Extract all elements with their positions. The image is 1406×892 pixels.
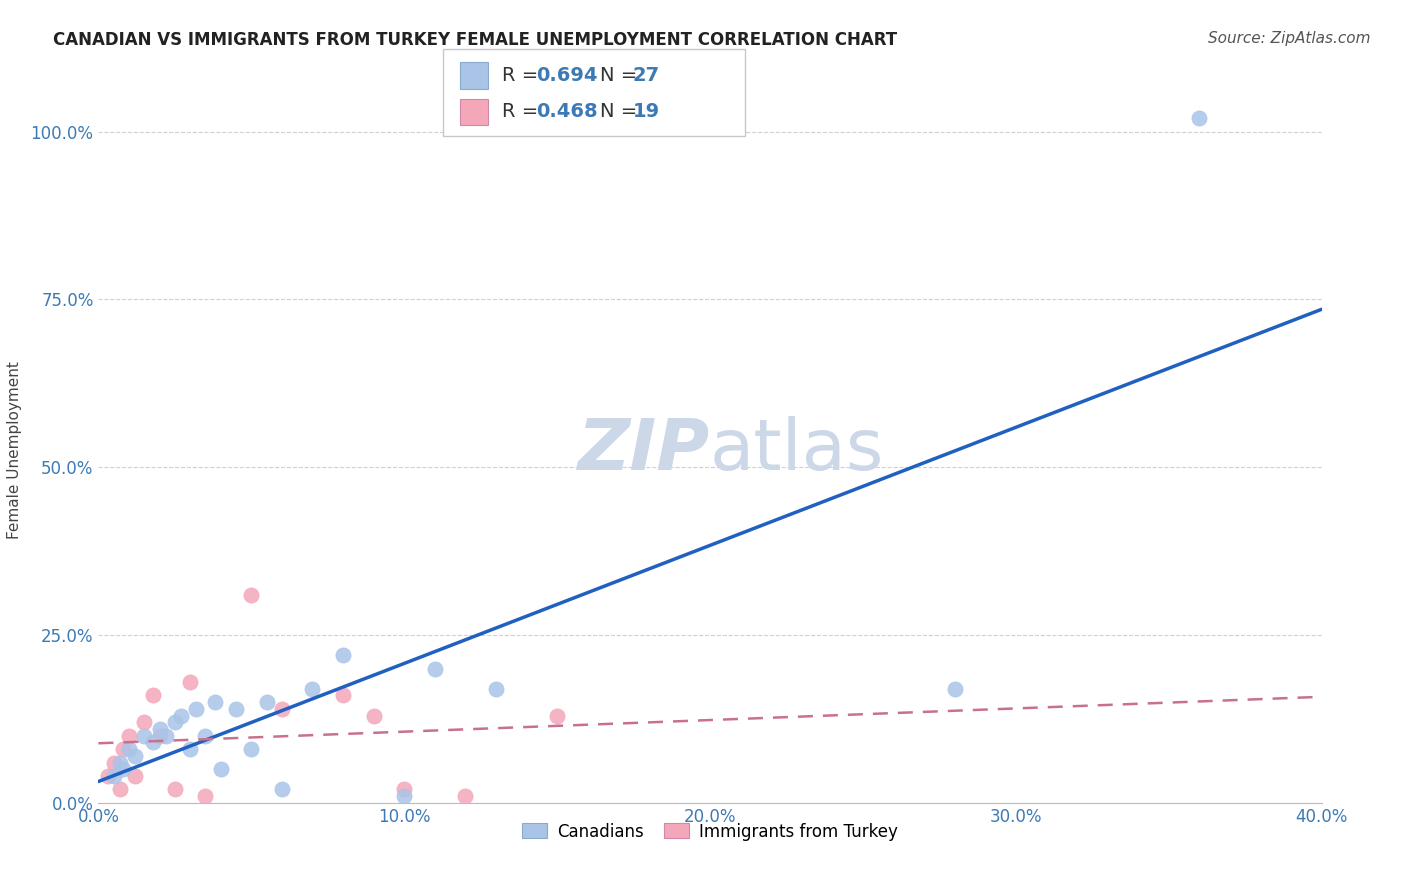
Point <box>134 715 156 730</box>
Text: ZIP: ZIP <box>578 416 710 485</box>
Text: N =: N = <box>600 103 644 121</box>
Point <box>332 648 354 662</box>
Point <box>392 782 416 797</box>
Point <box>943 681 966 696</box>
Point <box>163 782 186 797</box>
Point <box>186 702 208 716</box>
Point <box>149 722 172 736</box>
Point <box>454 789 477 803</box>
Point <box>103 769 125 783</box>
Text: Source: ZipAtlas.com: Source: ZipAtlas.com <box>1208 31 1371 46</box>
Text: atlas: atlas <box>710 416 884 485</box>
Point <box>546 708 568 723</box>
Text: 19: 19 <box>633 103 659 121</box>
Text: N =: N = <box>600 66 644 85</box>
Point <box>209 762 232 776</box>
Point <box>240 742 263 756</box>
Legend: Canadians, Immigrants from Turkey: Canadians, Immigrants from Turkey <box>516 816 904 847</box>
Point <box>179 675 201 690</box>
Text: CANADIAN VS IMMIGRANTS FROM TURKEY FEMALE UNEMPLOYMENT CORRELATION CHART: CANADIAN VS IMMIGRANTS FROM TURKEY FEMAL… <box>53 31 897 49</box>
Point <box>332 689 354 703</box>
Point <box>111 742 134 756</box>
Text: R =: R = <box>502 103 544 121</box>
Point <box>270 782 292 797</box>
Point <box>194 729 217 743</box>
Point <box>363 708 385 723</box>
Point <box>108 782 131 797</box>
Text: R =: R = <box>502 66 544 85</box>
Point <box>256 695 278 709</box>
Point <box>240 588 263 602</box>
Point <box>392 789 416 803</box>
Point <box>142 689 165 703</box>
Point <box>124 769 146 783</box>
Point <box>142 735 165 749</box>
Point <box>204 695 226 709</box>
Point <box>423 662 446 676</box>
Point <box>170 708 193 723</box>
Y-axis label: Female Unemployment: Female Unemployment <box>7 361 22 540</box>
Point <box>134 729 156 743</box>
Point <box>111 762 134 776</box>
Text: 27: 27 <box>633 66 659 85</box>
Text: 0.694: 0.694 <box>536 66 598 85</box>
Point <box>108 756 131 770</box>
Point <box>103 756 125 770</box>
Point <box>155 729 177 743</box>
Point <box>485 681 508 696</box>
Point <box>301 681 323 696</box>
Point <box>1188 112 1211 126</box>
Point <box>118 729 141 743</box>
Point <box>225 702 247 716</box>
Point <box>163 715 186 730</box>
Point <box>194 789 217 803</box>
Point <box>149 729 172 743</box>
Text: 0.468: 0.468 <box>536 103 598 121</box>
Point <box>124 748 146 763</box>
Point <box>118 742 141 756</box>
Point <box>270 702 292 716</box>
Point <box>179 742 201 756</box>
Point <box>97 769 120 783</box>
